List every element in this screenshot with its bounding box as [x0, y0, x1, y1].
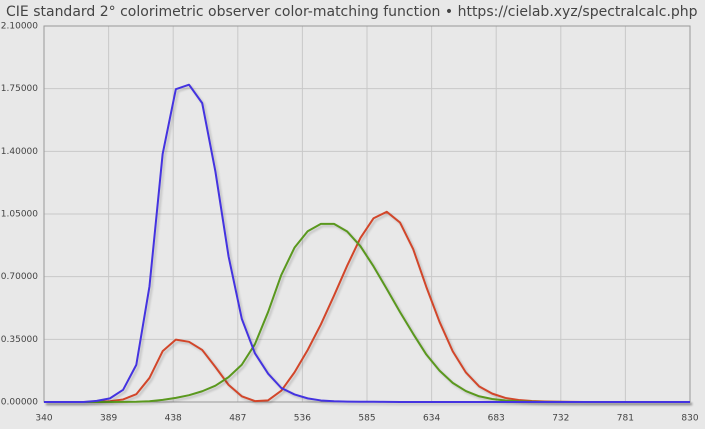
x-tick-label: 585 — [358, 414, 375, 424]
y-tick-label: 0.00000 — [1, 398, 38, 408]
y-tick-label: 1.05000 — [1, 210, 38, 220]
y-tick-label: 1.40000 — [1, 147, 38, 157]
x-tick-label: 781 — [617, 414, 634, 424]
y-tick-label: 1.75000 — [1, 84, 38, 94]
y-tick-label: 2.10000 — [1, 22, 38, 32]
plot-area: 0.00000 0.35000 0.70000 1.05000 1.40000 1.750… — [1, 22, 699, 424]
curve — [44, 83, 690, 403]
x-tick-label: 340 — [35, 414, 52, 424]
x-tick-label: 683 — [488, 414, 505, 424]
x-tick-label: 732 — [552, 414, 569, 424]
x-tick-label: 830 — [681, 414, 698, 424]
y-tick-label: 0.35000 — [1, 335, 38, 345]
x-tick-label: 438 — [165, 414, 182, 424]
x-tick-label: 634 — [423, 414, 440, 424]
x-tick-label: 536 — [294, 414, 311, 424]
y-tick-label: 0.70000 — [1, 272, 38, 282]
x-tick-label: 389 — [100, 414, 117, 424]
chart-title: CIE standard 2° colorimetric observer co… — [6, 4, 698, 20]
x-tick-label: 487 — [229, 414, 246, 424]
